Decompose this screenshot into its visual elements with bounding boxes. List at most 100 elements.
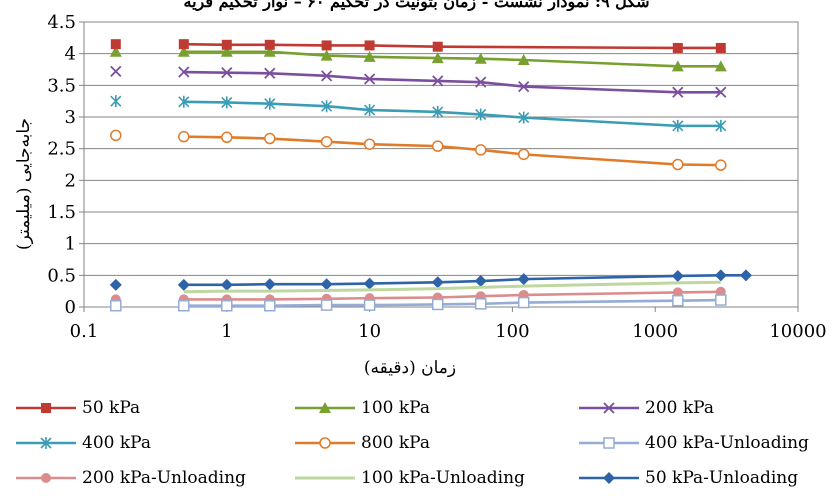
series-line (183, 290, 721, 301)
data-point (110, 95, 122, 108)
data-point (221, 96, 233, 109)
data-point (518, 80, 530, 93)
data-point (715, 42, 726, 53)
data-point (364, 40, 375, 51)
data-point (517, 273, 530, 286)
legend-swatch (579, 472, 639, 484)
series-line (183, 298, 721, 308)
data-point (221, 67, 233, 79)
data-point (40, 437, 52, 449)
legend-entry: 50 kPa (14, 394, 140, 422)
data-point (474, 275, 487, 288)
data-point (178, 66, 190, 78)
data-point (263, 45, 276, 57)
series-line (183, 42, 721, 50)
data-point (672, 42, 683, 53)
legend-label: 800 kPa (361, 433, 430, 453)
y-tick-label: 4.5 (47, 12, 76, 33)
data-point (475, 76, 487, 88)
data-point (220, 278, 233, 291)
data-point (363, 50, 376, 62)
series-200-kpa (110, 65, 727, 98)
y-tick-label: 3.5 (47, 75, 76, 96)
legend-label: 200 kPa-Unloading (82, 468, 246, 488)
legend-entry: 400 kPa-Unloading (577, 429, 809, 457)
chart-title: شکل ۹: نمودار نشست - زمان بتونیت در تحکی… (183, 0, 650, 11)
data-point (178, 95, 190, 108)
series-400-kpa (110, 95, 727, 132)
y-tick-label: 1.5 (47, 202, 76, 223)
series-50-kpa (110, 39, 726, 53)
series-line (183, 100, 721, 128)
data-point (431, 276, 444, 289)
x-tick-label: 100 (495, 321, 529, 342)
y-axis-title-text: جابه‌جایی (میلیمتر) (14, 117, 34, 251)
data-point (432, 75, 444, 87)
data-point (671, 269, 684, 282)
x-tick-label: 10 (358, 321, 381, 342)
data-point (363, 73, 376, 85)
data-point (715, 86, 727, 98)
data-point (321, 100, 333, 113)
data-point (110, 129, 122, 142)
series-400-kpa-unloading (110, 294, 727, 312)
data-point (320, 49, 333, 61)
data-point (474, 298, 487, 310)
data-point (672, 119, 684, 132)
data-point (177, 45, 190, 57)
data-point (474, 52, 487, 64)
data-point (320, 70, 333, 82)
legend-label: 200 kPa (645, 398, 714, 418)
legend-swatch (295, 402, 355, 413)
data-point (264, 67, 276, 79)
data-point (672, 158, 684, 171)
data-point (517, 54, 530, 65)
legend-label: 50 kPa (82, 398, 141, 418)
series-100-kpa-unloading (183, 280, 721, 294)
legend-swatch (579, 437, 639, 449)
data-point (603, 472, 615, 484)
legend-swatch (16, 437, 76, 449)
data-point (603, 402, 615, 414)
data-point (363, 299, 376, 311)
data-point (110, 299, 122, 312)
x-axis-title: زمان (دقیقه) (363, 358, 457, 378)
data-point (177, 278, 190, 291)
legend-swatch (579, 402, 639, 414)
legend-label: 100 kPa-Unloading (361, 468, 525, 488)
data-point (109, 278, 122, 291)
legend-label: 400 kPa-Unloading (645, 433, 809, 453)
legend-swatch (16, 403, 76, 413)
data-point (431, 140, 444, 152)
data-point (264, 299, 276, 312)
data-point (221, 39, 232, 50)
series-line (183, 135, 721, 167)
data-point (517, 296, 530, 309)
data-point (714, 60, 727, 72)
data-point (319, 402, 331, 413)
y-tick-label: 1 (65, 234, 76, 255)
data-point (320, 135, 333, 148)
data-point (431, 52, 444, 64)
data-point (672, 294, 684, 307)
data-point (221, 299, 233, 312)
series-line (183, 70, 721, 94)
data-point (517, 148, 530, 161)
data-point (363, 138, 376, 150)
series-800-kpa (110, 129, 727, 171)
data-point (714, 269, 727, 282)
legend-swatch (295, 437, 355, 449)
legend-entry: 400 kPa (14, 429, 151, 457)
series-line (183, 50, 721, 68)
data-point (178, 299, 190, 312)
data-point (474, 144, 487, 156)
legend-label: 100 kPa (361, 398, 430, 418)
legend-label: 50 kPa-Unloading (645, 468, 799, 488)
legend-entry: 100 kPa-Unloading (293, 464, 525, 492)
data-point (321, 40, 332, 51)
x-tick-label: 1000 (632, 321, 678, 342)
data-point (178, 130, 190, 143)
data-point (432, 41, 443, 52)
data-point (431, 298, 444, 311)
